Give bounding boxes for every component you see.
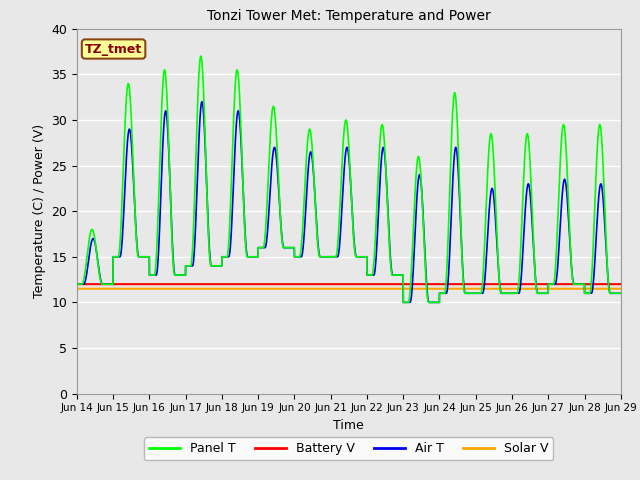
Air T <box>617 290 625 296</box>
Battery V <box>332 281 339 287</box>
Legend: Panel T, Battery V, Air T, Solar V: Panel T, Battery V, Air T, Solar V <box>144 437 554 460</box>
Panel T <box>399 300 407 305</box>
Panel T <box>197 53 205 59</box>
Line: Air T: Air T <box>77 102 621 302</box>
Air T <box>468 290 476 296</box>
Battery V <box>573 281 581 287</box>
Battery V <box>600 281 608 287</box>
Panel T <box>617 290 625 296</box>
Air T <box>332 254 339 260</box>
Solar V <box>573 286 581 292</box>
Solar V <box>332 286 339 292</box>
Panel T <box>600 193 608 199</box>
Air T <box>73 281 81 287</box>
Text: TZ_tmet: TZ_tmet <box>85 43 142 56</box>
Solar V <box>301 286 309 292</box>
X-axis label: Time: Time <box>333 419 364 432</box>
Air T <box>198 99 206 105</box>
Air T <box>573 281 581 287</box>
Panel T <box>306 126 314 132</box>
Solar V <box>600 286 608 292</box>
Solar V <box>73 286 81 292</box>
Battery V <box>306 281 314 287</box>
Air T <box>306 151 314 157</box>
Air T <box>301 211 309 216</box>
Battery V <box>468 281 476 287</box>
Line: Panel T: Panel T <box>77 56 621 302</box>
Panel T <box>301 172 309 178</box>
Battery V <box>73 281 81 287</box>
Panel T <box>73 281 81 287</box>
Air T <box>600 214 608 220</box>
Battery V <box>301 281 309 287</box>
Panel T <box>573 281 581 287</box>
Air T <box>399 300 407 305</box>
Solar V <box>306 286 314 292</box>
Title: Tonzi Tower Met: Temperature and Power: Tonzi Tower Met: Temperature and Power <box>207 10 491 24</box>
Battery V <box>617 281 625 287</box>
Solar V <box>617 286 625 292</box>
Panel T <box>332 254 339 260</box>
Solar V <box>468 286 476 292</box>
Panel T <box>468 290 476 296</box>
Y-axis label: Temperature (C) / Power (V): Temperature (C) / Power (V) <box>33 124 45 298</box>
